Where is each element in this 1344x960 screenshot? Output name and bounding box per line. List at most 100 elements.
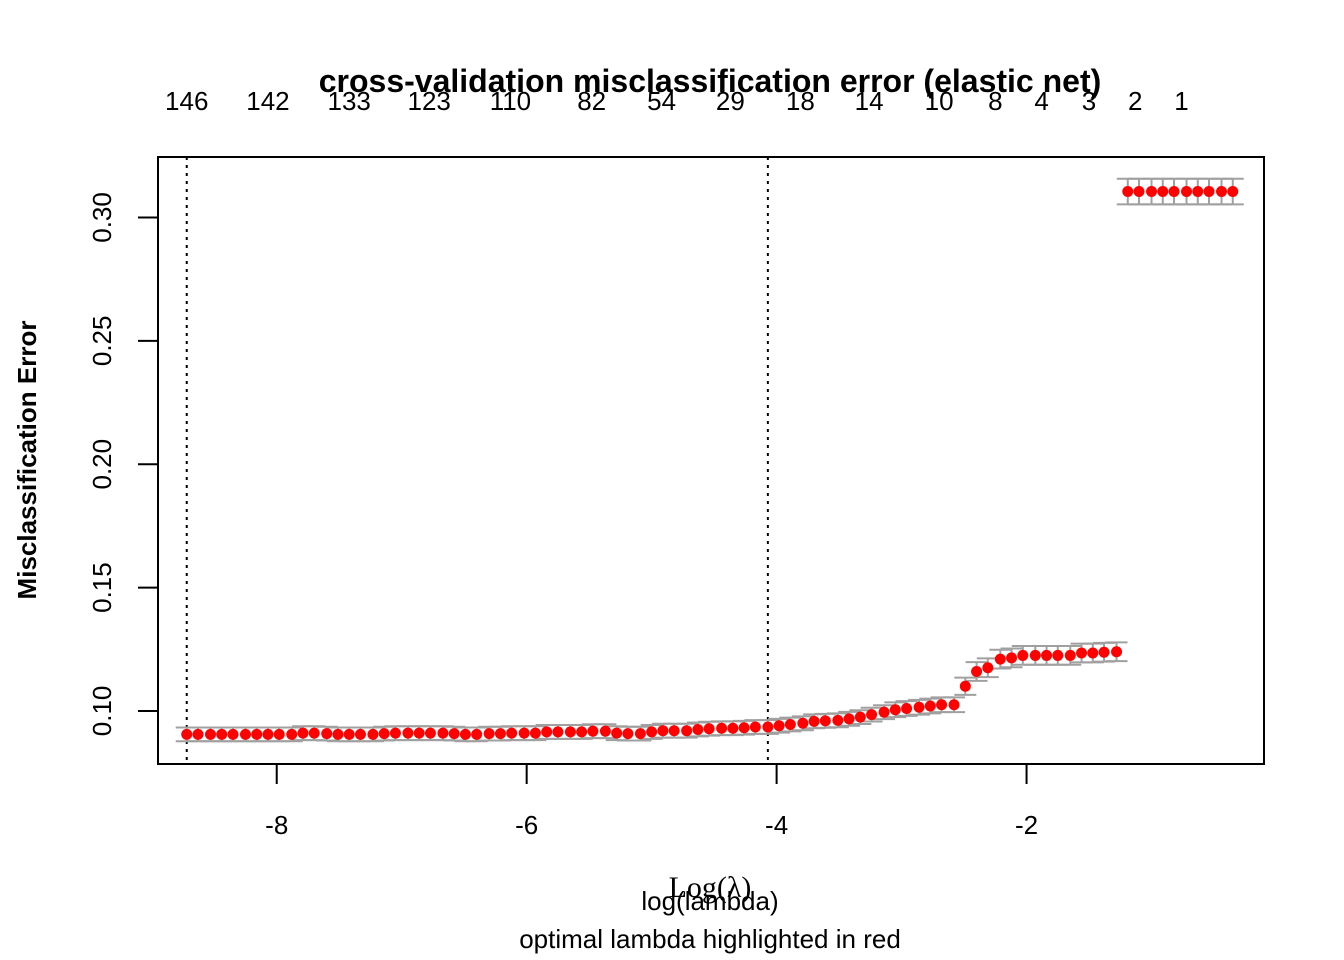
data-point (797, 717, 809, 729)
data-point (576, 726, 588, 738)
top-axis-label: 4 (1034, 86, 1048, 116)
y-tick-label: 0.20 (87, 439, 117, 490)
data-point (1017, 649, 1029, 661)
data-point (459, 728, 471, 740)
data-point (506, 727, 518, 739)
data-point (948, 699, 960, 711)
x-tick-label: -4 (765, 810, 788, 840)
data-point (646, 726, 658, 738)
data-point (587, 725, 599, 737)
top-axis-label: 2 (1128, 86, 1142, 116)
y-tick-label: 0.15 (87, 562, 117, 613)
x-axis-label-overlay: log(lambda) (641, 886, 778, 916)
data-point (332, 728, 344, 740)
top-axis-label: 146 (165, 86, 208, 116)
data-point (703, 723, 715, 735)
y-tick-label: 0.10 (87, 686, 117, 737)
data-point (552, 726, 564, 738)
y-axis-label: Misclassification Error (12, 321, 42, 600)
data-point (286, 728, 298, 740)
data-point (308, 727, 320, 739)
data-point (1122, 186, 1134, 198)
top-axis-label: 142 (246, 86, 289, 116)
chart-subtitle: optimal lambda highlighted in red (519, 924, 901, 954)
x-axis: -8 -6 -4 -2 (265, 763, 1038, 840)
data-point (251, 728, 263, 740)
data-point (727, 722, 739, 734)
top-axis-label: 10 (925, 86, 954, 116)
x-tick-label: -2 (1015, 810, 1038, 840)
data-point (784, 719, 796, 731)
data-point (471, 728, 483, 740)
plot-frame (157, 156, 1265, 765)
data-point (192, 728, 204, 740)
data-point (1087, 647, 1099, 659)
data-point (994, 653, 1006, 665)
data-point (901, 702, 913, 714)
data-point (413, 727, 425, 739)
data-point (437, 727, 449, 739)
data-point (1227, 186, 1239, 198)
x-tick-label: -6 (515, 810, 538, 840)
top-axis-label: 82 (577, 86, 606, 116)
data-point (321, 728, 333, 740)
data-point (716, 722, 728, 734)
data-point (866, 709, 878, 721)
data-point (181, 728, 193, 740)
data-point (1076, 647, 1088, 659)
data-point (982, 662, 994, 674)
reference-lines (185, 157, 769, 764)
data-point (1098, 646, 1110, 658)
data-point (889, 704, 901, 716)
data-point (843, 713, 855, 725)
data-point (1203, 186, 1215, 198)
y-tick-label: 0.30 (87, 192, 117, 243)
data-point (819, 715, 831, 727)
top-axis-label: 110 (490, 86, 531, 116)
data-point (1052, 649, 1064, 661)
data-point (564, 726, 576, 738)
data-point (1157, 186, 1169, 198)
chart-title: cross-validation misclassification error… (319, 63, 1102, 99)
data-point (367, 728, 379, 740)
y-axis: 0.10 0.15 0.20 0.25 0.30 (87, 192, 159, 737)
y-tick-label: 0.25 (87, 316, 117, 367)
data-point (239, 728, 251, 740)
data-point (668, 725, 680, 737)
data-point (749, 721, 761, 733)
data-point (692, 723, 704, 735)
data-point (959, 680, 971, 692)
data-point (389, 727, 401, 739)
x-axis-label: Log(λ) (669, 871, 752, 904)
data-point (1216, 186, 1228, 198)
data-point (854, 711, 866, 723)
top-axis-label: 1 (1174, 86, 1188, 116)
data-point (424, 727, 436, 739)
data-point (378, 728, 390, 740)
top-axis-label: 54 (647, 86, 676, 116)
data-point (483, 728, 495, 740)
data-point (273, 728, 285, 740)
top-axis-label: 18 (786, 86, 815, 116)
data-point (1168, 186, 1180, 198)
data-point (738, 722, 750, 734)
data-point (971, 665, 983, 677)
data-point (878, 706, 890, 718)
data-point (773, 720, 785, 732)
data-point (216, 728, 228, 740)
data-point (1029, 649, 1041, 661)
data-point (936, 699, 948, 711)
data-point (518, 727, 530, 739)
data-point (1133, 186, 1145, 198)
data-point (1064, 649, 1076, 661)
data-point (541, 726, 553, 738)
data-point (402, 727, 414, 739)
data-point (494, 728, 506, 740)
data-point (611, 727, 623, 739)
data-point (1181, 186, 1193, 198)
data-point (204, 728, 216, 740)
data-point (924, 700, 936, 712)
data-point (657, 725, 669, 737)
data-point (762, 721, 774, 733)
